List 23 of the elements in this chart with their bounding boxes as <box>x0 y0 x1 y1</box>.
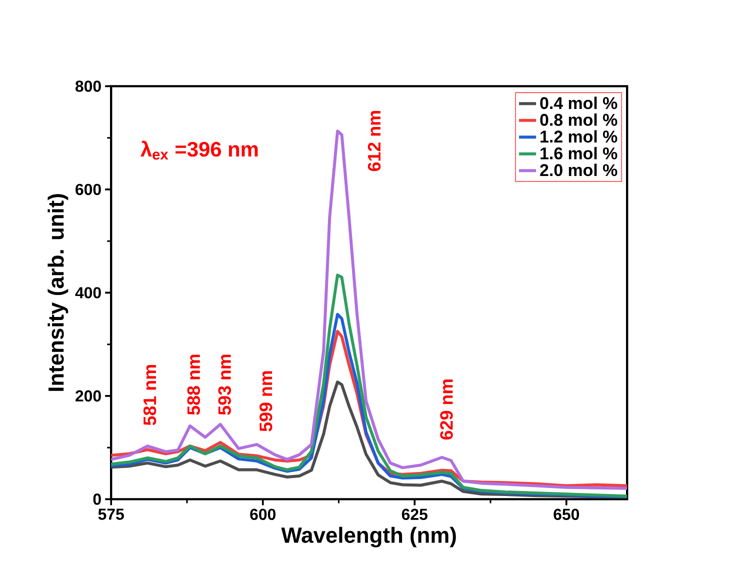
annotation: 593 nm <box>218 354 231 415</box>
x-axis-title: Wavelength (nm) <box>281 526 456 548</box>
y-tick-label: 400 <box>75 287 101 298</box>
y-tick-label: 0 <box>93 494 101 505</box>
legend-label: 1.2 mol % <box>540 130 618 143</box>
x-tick-label: 600 <box>250 508 276 520</box>
annotation: 599 nm <box>260 371 272 432</box>
y-tick-label: 200 <box>76 390 101 402</box>
legend-label: 2.0 mol % <box>540 164 618 176</box>
legend-label: 1.6 mol % <box>540 146 618 160</box>
legend-label: 0.8 mol % <box>540 113 618 126</box>
y-tick-label: 600 <box>76 184 101 196</box>
annotation: 588 nm <box>187 354 200 415</box>
x-tick-label: 625 <box>402 508 428 520</box>
y-tick-label: 800 <box>75 80 101 92</box>
x-tick-label: 575 <box>98 508 124 520</box>
annotation: λ$_{ex}$ =396 nm <box>140 140 258 160</box>
annotation: 629 nm <box>440 380 453 440</box>
x-tick-label: 650 <box>554 508 580 520</box>
y-axis-title: Intensity (arb. unit) <box>48 194 68 391</box>
annotation: 581 nm <box>143 365 156 426</box>
legend-label: 0.4 mol % <box>540 96 618 110</box>
annotation: 612 nm <box>368 111 381 172</box>
